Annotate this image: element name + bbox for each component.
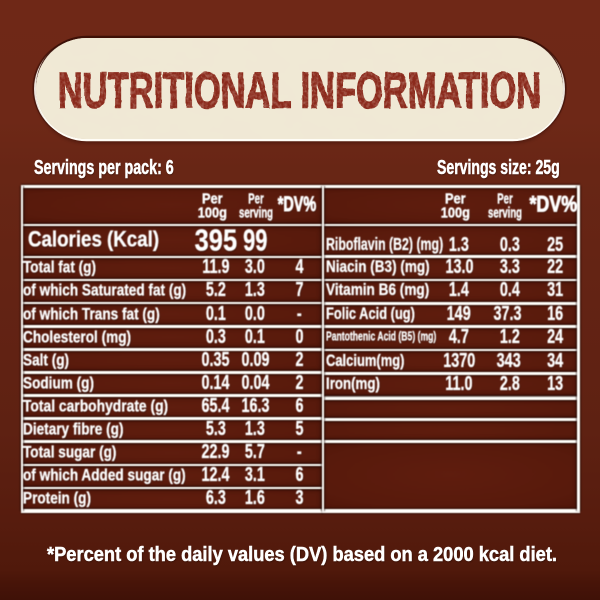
svg-text:NUTRITIONAL INFORMATION: NUTRITIONAL INFORMATION (58, 63, 541, 119)
svg-text:NUTRITIONAL INFORMATION: NUTRITIONAL INFORMATION (58, 63, 541, 119)
